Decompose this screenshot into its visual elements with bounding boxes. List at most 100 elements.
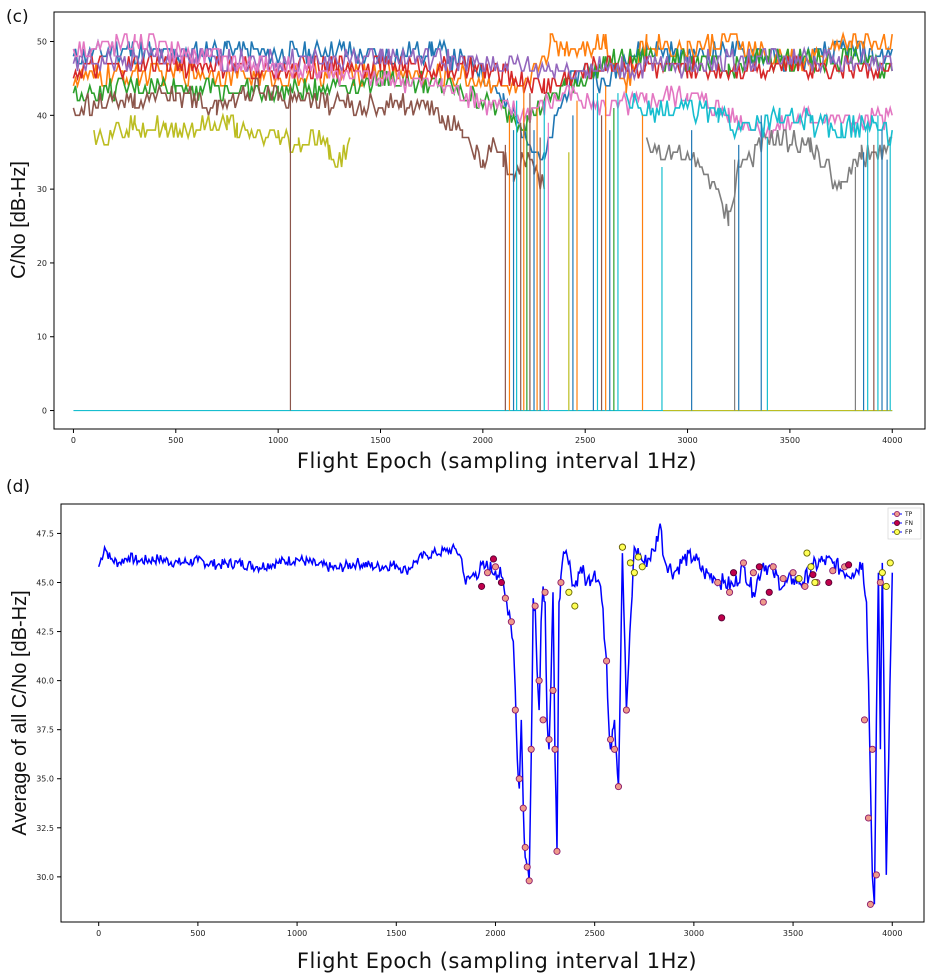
tp-marker: [521, 843, 529, 851]
tp-marker: [523, 863, 531, 871]
fp-marker: [886, 559, 894, 567]
tp-marker: [860, 716, 869, 724]
series-group-c: [72, 31, 893, 412]
tp-marker: [501, 594, 509, 602]
x-tick-label: 4000: [882, 929, 902, 938]
series-line-4: [72, 45, 893, 82]
chart-c-marks: [72, 31, 893, 412]
tp-marker: [749, 569, 757, 577]
x-tick-label: 3000: [677, 436, 697, 445]
legend-entry-fn: FN: [892, 520, 913, 527]
fp-marker: [618, 543, 626, 551]
fn-marker: [809, 571, 817, 579]
fp-marker: [795, 575, 803, 583]
tp-marker: [603, 657, 611, 665]
fn-marker: [755, 563, 763, 571]
y-tick-label: 20: [37, 259, 47, 268]
legend-marker-fn: [894, 520, 901, 527]
tp-marker: [541, 588, 549, 596]
fp-marker: [571, 602, 579, 610]
tp-marker: [789, 569, 797, 577]
y-tick-label: 32.5: [36, 824, 54, 833]
chart-d-marks: [97, 523, 894, 908]
y-ticks-d: 30.0 32.5 35.0 37.5 40.0 42.5 45.0 47.5: [36, 529, 61, 882]
legend-label-fn: FN: [905, 520, 913, 527]
y-tick-label: 45.0: [36, 578, 54, 587]
fp-marker: [882, 582, 890, 590]
x-tick-label: 1000: [287, 929, 307, 938]
legend-label-tp: TP: [904, 511, 913, 518]
fn-marker: [825, 578, 833, 587]
panel-c: (c) 0 500 1000 1500 2000 2500 3000 3500 4000 0 10…: [6, 7, 926, 473]
x-axis-label-d: Flight Epoch (sampling interval 1Hz): [297, 949, 697, 973]
tp-marker: [868, 745, 876, 753]
tp-marker: [872, 871, 880, 879]
y-tick-label: 10: [37, 333, 47, 342]
tp-marker: [531, 602, 539, 610]
series-line-9: [625, 92, 893, 146]
x-tick-label: 3000: [684, 929, 704, 938]
fp-marker: [638, 563, 646, 571]
y-tick-label: 35.0: [36, 775, 54, 784]
tp-marker: [483, 569, 492, 577]
x-tick-label: 1000: [268, 436, 288, 445]
y-tick-label: 40.0: [36, 677, 54, 686]
tp-marker: [545, 735, 553, 744]
fp-marker: [630, 569, 638, 577]
series-line-6: [72, 33, 893, 141]
series-line-5: [72, 77, 546, 190]
x-ticks-d: 0 500 1000 1500 2000 2500 3000 3500 4000: [96, 922, 902, 938]
tp-marker: [539, 716, 547, 724]
panel-label-c: (c): [6, 7, 29, 27]
tp-marker: [519, 804, 527, 812]
tp-marker: [553, 847, 561, 855]
fn-marker: [845, 561, 853, 569]
fn-marker: [765, 588, 773, 596]
y-tick-label: 30: [37, 185, 47, 194]
x-axis-label-c: Flight Epoch (sampling interval 1Hz): [297, 449, 697, 473]
tp-marker: [876, 578, 884, 587]
legend-marker-fp: [894, 529, 901, 536]
tp-marker: [606, 735, 615, 744]
tp-marker: [614, 783, 623, 791]
tp-marker: [551, 745, 559, 753]
tp-marker: [726, 588, 734, 596]
x-tick-label: 1500: [386, 929, 406, 938]
tp-marker: [610, 745, 619, 753]
tp-marker: [779, 575, 787, 583]
x-tick-label: 2000: [485, 929, 505, 938]
panel-d: (d) 0 500 1000 1500 2000 2500 3000 3500 4000 30.…: [6, 477, 925, 973]
legend-entry-tp: TP: [892, 510, 913, 518]
tp-marker: [622, 706, 630, 714]
legend-d: TP FN FP: [887, 507, 922, 540]
tp-marker: [549, 686, 557, 694]
panel-label-d: (d): [6, 477, 30, 497]
fp-marker: [807, 563, 815, 571]
series-line-8: [93, 112, 351, 168]
y-tick-label: 47.5: [36, 529, 54, 538]
tp-marker: [759, 598, 767, 606]
series-line-2: [72, 45, 893, 134]
y-tick-label: 40: [37, 111, 47, 120]
fp-marker: [626, 559, 634, 567]
tp-marker: [829, 567, 837, 575]
tp-marker: [515, 775, 523, 783]
fp-marker: [811, 578, 819, 587]
x-tick-label: 4000: [882, 436, 902, 445]
x-tick-label: 500: [190, 929, 205, 938]
tp-marker: [527, 745, 535, 753]
y-tick-label: 0: [42, 407, 47, 416]
y-tick-label: 30.0: [36, 873, 54, 882]
legend-marker-tp: [894, 510, 901, 517]
plot-area-c: [53, 11, 926, 430]
y-tick-label: 37.5: [36, 726, 54, 735]
tp-marker: [535, 677, 543, 685]
y-axis-label-c: C/No [dB-Hz]: [8, 161, 30, 279]
tp-marker: [739, 559, 748, 567]
x-tick-label: 2000: [473, 436, 493, 445]
tp-marker: [714, 578, 722, 587]
average-line: [97, 523, 894, 905]
x-tick-label: 2500: [575, 436, 595, 445]
plot-area-d: [60, 503, 925, 923]
